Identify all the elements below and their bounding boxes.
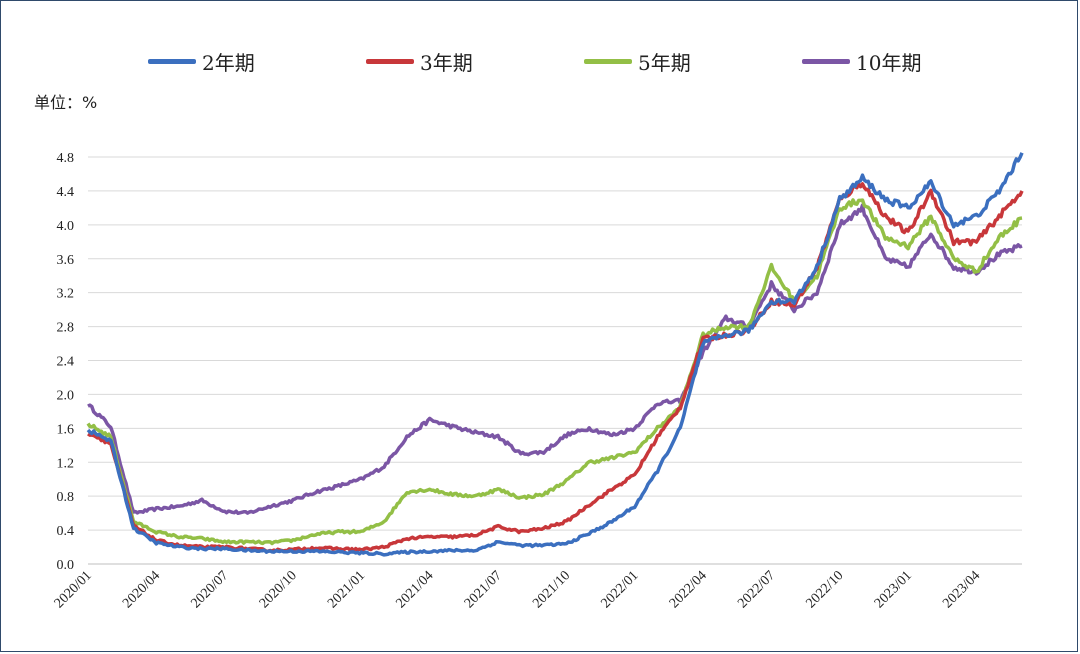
x-tick-label: 2020/07 — [188, 568, 231, 611]
y-tick-label: 0.4 — [57, 524, 75, 539]
y-tick-label: 2.4 — [57, 355, 75, 370]
legend-label-10y: 10年期 — [856, 50, 922, 75]
y-tick-label: 3.6 — [57, 253, 75, 268]
series-line-2y — [86, 152, 1024, 557]
series-group — [86, 152, 1024, 557]
y-tick-label: 2.8 — [57, 321, 75, 336]
y-tick-label: 4.8 — [57, 151, 75, 166]
x-tick-label: 2021/01 — [325, 568, 368, 611]
legend-item-3y[interactable]: 3年期 — [366, 46, 473, 76]
x-tick-label: 2023/01 — [872, 568, 915, 611]
legend-swatch-10y — [802, 58, 850, 64]
legend-swatch-3y — [366, 58, 414, 64]
x-tick-label: 2020/10 — [257, 568, 300, 611]
legend: 2年期 3年期 5年期 10年期 — [0, 46, 1080, 76]
legend-swatch-5y — [584, 58, 632, 64]
y-tick-label: 4.0 — [57, 219, 75, 234]
y-tick-label: 4.4 — [57, 185, 75, 200]
x-tick-label: 2022/10 — [804, 568, 847, 611]
legend-label-3y: 3年期 — [420, 50, 473, 75]
x-tick-label: 2020/04 — [120, 568, 163, 611]
y-tick-label: 1.6 — [57, 422, 75, 437]
x-tick-label: 2021/04 — [393, 568, 436, 611]
gridlines — [88, 156, 1022, 565]
series-line-10y — [87, 203, 1023, 516]
legend-swatch-2y — [148, 58, 196, 64]
y-tick-label: 3.2 — [57, 287, 75, 302]
y-tick-label: 2.0 — [57, 388, 75, 403]
legend-item-5y[interactable]: 5年期 — [584, 46, 691, 76]
y-tick-label: 0.8 — [57, 490, 75, 505]
x-tick-label: 2023/04 — [940, 568, 983, 611]
legend-item-10y[interactable]: 10年期 — [802, 46, 921, 76]
legend-label-2y: 2年期 — [202, 50, 255, 75]
y-tick-label: 1.2 — [57, 456, 75, 471]
y-axis-ticks: 0.0 0.4 0.8 1.2 1.6 2.0 2.4 2.8 3.2 3.6 4.0 4.4 4.8 — [57, 151, 75, 573]
x-tick-label: 2021/10 — [530, 568, 573, 611]
x-tick-label: 2022/07 — [735, 568, 778, 611]
x-tick-label: 2021/07 — [462, 568, 505, 611]
y-tick-label: 0.0 — [57, 558, 75, 573]
series-line-5y — [86, 198, 1023, 546]
unit-label: 单位：% — [34, 93, 98, 112]
x-tick-label: 2020/01 — [52, 568, 95, 611]
legend-item-2y[interactable]: 2年期 — [148, 46, 255, 76]
x-tick-label: 2022/01 — [599, 568, 642, 611]
x-tick-label: 2022/04 — [667, 568, 710, 611]
legend-label-5y: 5年期 — [638, 50, 691, 75]
x-axis-ticks: 2020/01 2020/04 2020/07 2020/10 2021/01 2021/… — [52, 568, 983, 611]
